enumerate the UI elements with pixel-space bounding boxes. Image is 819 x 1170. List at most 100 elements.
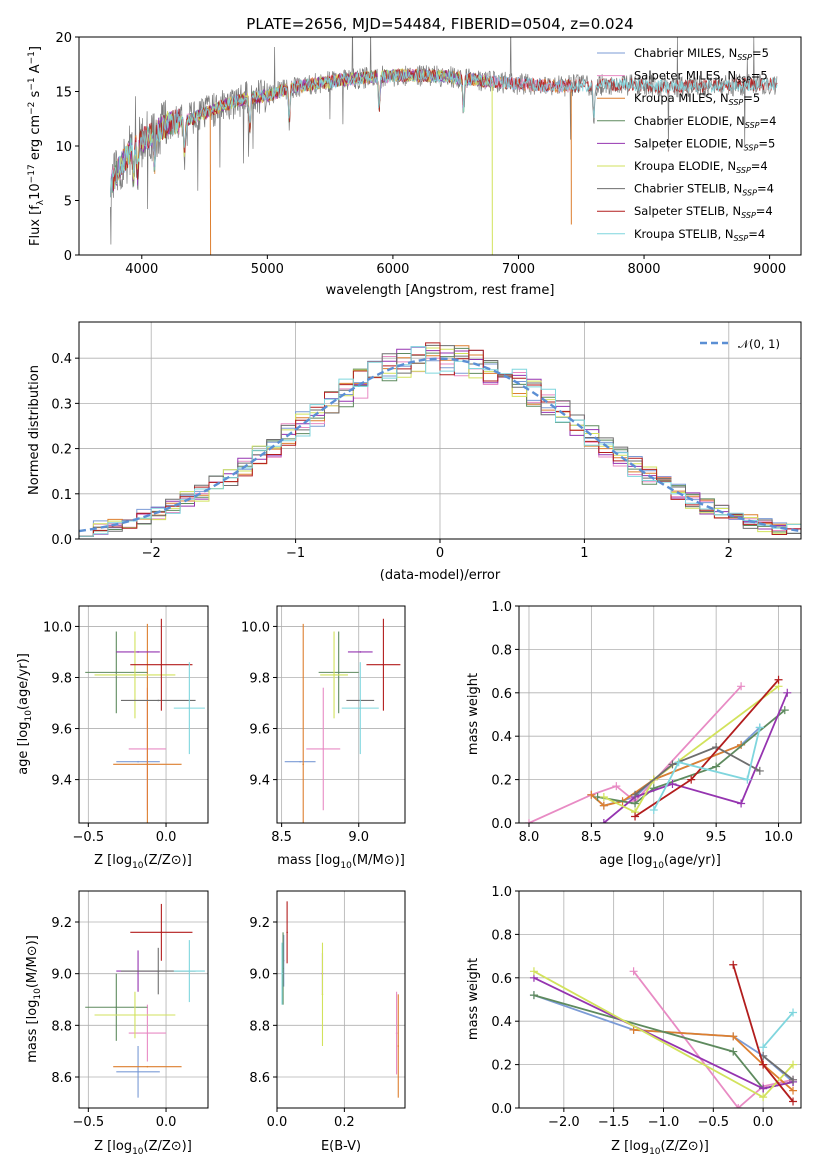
weight-marker [783, 688, 792, 697]
y-tick-label: 8.6 [51, 1071, 72, 1086]
y-tick-label: 0.4 [51, 352, 72, 367]
weight-marker [587, 790, 596, 799]
model-fit-line [110, 68, 572, 198]
x-tick-label: −0.5 [698, 1115, 730, 1130]
x-axis-label-part: mass [log [277, 853, 340, 868]
x-axis-label: wavelength [Angstrom, rest frame] [326, 283, 555, 298]
weight-marker [729, 1047, 738, 1056]
x-tick-label: 0.2 [334, 1115, 355, 1130]
x-tick-label: −1.0 [648, 1115, 680, 1130]
weight-marker [529, 967, 538, 976]
legend-label-sub: SSP [744, 143, 759, 152]
y-tick-label: 9.2 [51, 916, 72, 931]
legend-label-part: =4 [757, 182, 774, 196]
x-tick-label: −2.0 [548, 1115, 580, 1130]
model-fit-line [110, 68, 572, 198]
normal-reference-curve [79, 357, 801, 533]
legend-label-part: =4 [756, 204, 773, 218]
y-tick-label: 9.4 [249, 774, 270, 789]
x-tick-label: −2 [142, 546, 161, 561]
data-point [322, 748, 325, 750]
weight-marker [599, 819, 608, 823]
x-tick-label: −0.5 [73, 830, 105, 845]
y-tick-label: 0 [64, 249, 72, 264]
weight-marker [759, 1084, 768, 1093]
plot-area [529, 960, 798, 1108]
legend-label-part: =4 [748, 227, 765, 241]
mass-vs-extinction-panel: 0.0 0.2 8.6 8.8 9.0 9.2 E(B-V) [249, 890, 406, 1154]
weight-marker [668, 779, 677, 788]
x-tick-label: 10.0 [764, 830, 793, 845]
data-point [321, 993, 324, 996]
data-point [395, 1032, 398, 1034]
data-point [281, 972, 283, 975]
x-axis-label-sub: 10 [132, 861, 144, 871]
plot-area [281, 901, 400, 1098]
y-tick-label: 9.2 [249, 916, 270, 931]
data-point [299, 760, 301, 763]
weight-marker [734, 1104, 743, 1108]
data-point [137, 1071, 139, 1073]
weight-series-line [634, 746, 761, 796]
data-point [115, 671, 118, 674]
y-tick-label: 8.8 [51, 1019, 72, 1034]
y-tick-label: 0.8 [491, 643, 512, 658]
data-point [160, 663, 163, 666]
x-axis-label-sub: 10 [649, 1147, 661, 1157]
data-point [115, 1006, 118, 1009]
weight-series-line [653, 727, 761, 811]
data-point [333, 674, 335, 676]
data-point [286, 931, 288, 934]
data-point [134, 674, 136, 676]
y-tick-label: 9.6 [51, 723, 72, 738]
weight-marker [789, 1060, 798, 1069]
y-axis-label: Normed distribution [27, 365, 42, 495]
legend-label-part: =4 [760, 114, 777, 128]
y-axis-label-part: A [28, 64, 43, 77]
data-point [282, 967, 284, 970]
y-axis-label-sub: 10 [33, 988, 43, 1000]
y-tick-label: 0.8 [491, 928, 512, 943]
legend-label-part: =5 [758, 136, 775, 150]
legend-label-sub: SSP [741, 211, 756, 220]
data-point [134, 1014, 136, 1016]
y-axis-label-part: erg cm [28, 115, 43, 164]
x-tick-label: −1.5 [598, 1115, 630, 1130]
y-tick-label: 0.0 [51, 533, 72, 548]
weight-series-line [603, 685, 780, 814]
x-axis-label-part: Z [log [94, 1139, 132, 1154]
model-fit-line [110, 69, 778, 198]
y-axis-label-part: 10 [28, 183, 43, 200]
x-axis-label: Z [log10(Z/Z⊙)] [94, 853, 192, 871]
data-point [397, 1045, 400, 1047]
y-tick-label: 9.6 [249, 723, 270, 738]
y-tick-label: 15 [55, 86, 72, 101]
y-axis-label-part: λ [36, 199, 46, 205]
x-tick-label: 8.5 [271, 830, 292, 845]
weight-marker [649, 805, 658, 814]
weight-marker [599, 801, 608, 810]
plot-area [85, 903, 205, 1098]
y-axis-label: mass weight [466, 958, 481, 1040]
legend-label: Chabrier MILES, NSSP=5 [634, 46, 769, 62]
y-tick-label: 0.3 [51, 397, 72, 412]
legend-label-part: Salpeter ELODIE, N [634, 136, 744, 150]
legend-label: Kroupa STELIB, NSSP=4 [634, 227, 765, 243]
y-tick-label: 0.4 [491, 1015, 512, 1030]
y-tick-label: 0.6 [491, 687, 512, 702]
data-point [188, 707, 191, 709]
weight-marker [524, 819, 533, 823]
y-axis-label-part: −2 [27, 102, 37, 115]
legend-label: Chabrier ELODIE, NSSP=4 [634, 114, 776, 130]
y-axis-label-part: age [log [16, 722, 31, 775]
mass-vs-metallicity-panel: −0.5 0.08.68.89.09.2Z [log10(Z/Z⊙)]mass [… [25, 890, 209, 1157]
x-tick-label: 6000 [376, 262, 409, 277]
y-axis-label-part: mass [log [25, 1000, 40, 1063]
weight-marker [755, 723, 764, 732]
legend-label-part: =5 [752, 46, 769, 60]
data-point [157, 970, 160, 972]
y-tick-label: 20 [55, 31, 72, 46]
data-point [157, 699, 160, 702]
y-axis-label-part: Flux [f [28, 205, 43, 246]
